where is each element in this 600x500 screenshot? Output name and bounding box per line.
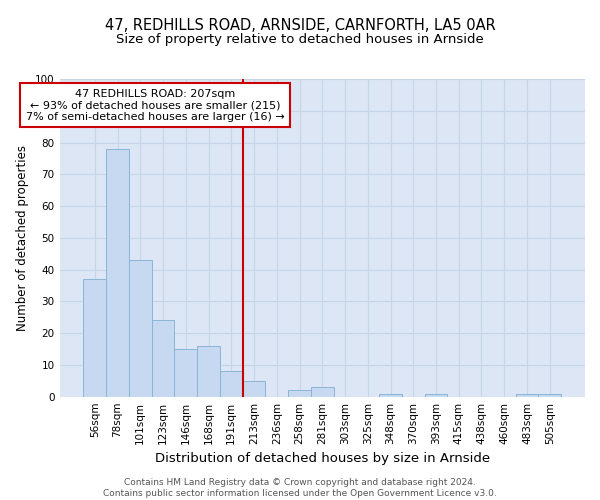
- Bar: [129, 260, 152, 396]
- X-axis label: Distribution of detached houses by size in Arnside: Distribution of detached houses by size …: [155, 452, 490, 465]
- Bar: [175, 349, 197, 397]
- Text: 47 REDHILLS ROAD: 207sqm
← 93% of detached houses are smaller (215)
7% of semi-d: 47 REDHILLS ROAD: 207sqm ← 93% of detach…: [26, 88, 285, 122]
- Y-axis label: Number of detached properties: Number of detached properties: [16, 145, 29, 331]
- Text: 47, REDHILLS ROAD, ARNSIDE, CARNFORTH, LA5 0AR: 47, REDHILLS ROAD, ARNSIDE, CARNFORTH, L…: [104, 18, 496, 32]
- Text: Size of property relative to detached houses in Arnside: Size of property relative to detached ho…: [116, 32, 484, 46]
- Bar: [515, 394, 538, 396]
- Bar: [379, 394, 402, 396]
- Bar: [288, 390, 311, 396]
- Bar: [220, 372, 242, 396]
- Bar: [152, 320, 175, 396]
- Bar: [242, 381, 265, 396]
- Bar: [425, 394, 448, 396]
- Bar: [106, 149, 129, 396]
- Text: Contains HM Land Registry data © Crown copyright and database right 2024.
Contai: Contains HM Land Registry data © Crown c…: [103, 478, 497, 498]
- Bar: [538, 394, 561, 396]
- Bar: [83, 279, 106, 396]
- Bar: [197, 346, 220, 397]
- Bar: [311, 387, 334, 396]
